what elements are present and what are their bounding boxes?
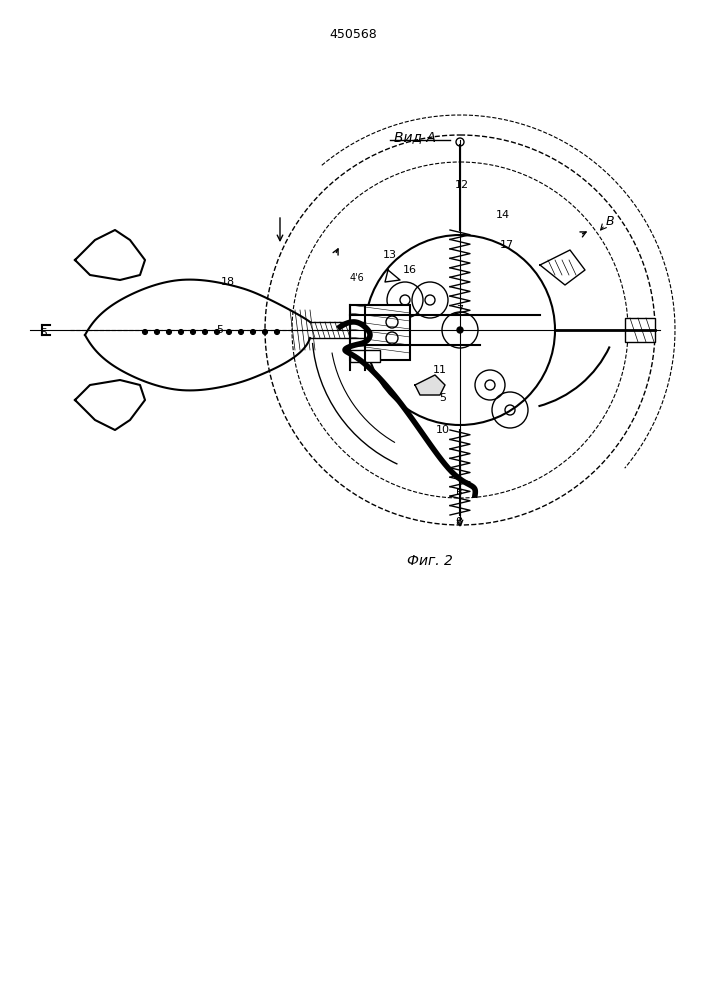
Text: В: В xyxy=(606,215,614,228)
Circle shape xyxy=(274,330,279,334)
Text: 14: 14 xyxy=(496,210,510,220)
Circle shape xyxy=(226,330,231,334)
Text: Б: Б xyxy=(40,328,48,338)
Text: 5: 5 xyxy=(216,325,223,335)
Bar xyxy=(350,305,410,360)
Text: в: в xyxy=(456,487,462,497)
Circle shape xyxy=(238,330,243,334)
Text: 18: 18 xyxy=(221,277,235,287)
Text: 8: 8 xyxy=(455,517,462,527)
Circle shape xyxy=(143,330,148,334)
Text: 16: 16 xyxy=(403,265,417,275)
Text: 450568: 450568 xyxy=(329,28,377,41)
Polygon shape xyxy=(415,375,445,395)
Text: Вид А: Вид А xyxy=(394,130,436,144)
Text: 10: 10 xyxy=(436,425,450,435)
Text: Фиг. 2: Фиг. 2 xyxy=(407,554,453,568)
Text: 5: 5 xyxy=(440,393,447,403)
Circle shape xyxy=(178,330,184,334)
Bar xyxy=(350,350,380,362)
Circle shape xyxy=(457,327,463,333)
Circle shape xyxy=(250,330,255,334)
Bar xyxy=(625,318,655,342)
Circle shape xyxy=(190,330,196,334)
Circle shape xyxy=(214,330,219,334)
Circle shape xyxy=(262,330,267,334)
Text: 11: 11 xyxy=(433,365,447,375)
Text: 12: 12 xyxy=(455,180,469,190)
Text: 4'6: 4'6 xyxy=(350,273,364,283)
Circle shape xyxy=(202,330,207,334)
Text: 7: 7 xyxy=(457,305,464,315)
Circle shape xyxy=(155,330,160,334)
Text: 17: 17 xyxy=(500,240,514,250)
Text: 13: 13 xyxy=(383,250,397,260)
Circle shape xyxy=(167,330,172,334)
